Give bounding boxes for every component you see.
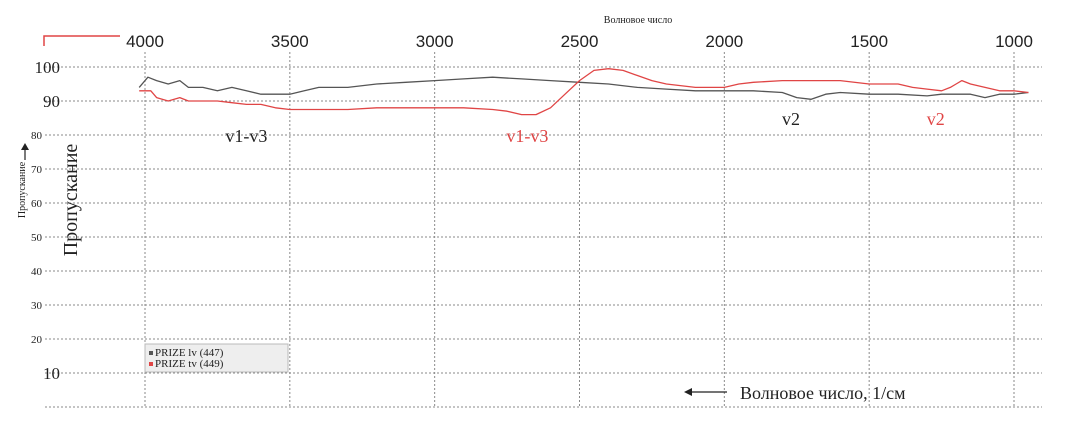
annotation-label: v1-v3 [225,126,267,146]
annotation-label: v2 [927,109,945,129]
y-tick-label: 10 [43,364,60,383]
series-line-1 [139,68,1029,116]
annotation-label: v2 [782,109,800,129]
x-axis-label: Волновое число, 1/см [740,383,906,403]
x-tick-label: 2500 [561,32,599,51]
y-tick-label: 30 [31,300,43,312]
y-tick-label: 100 [35,58,61,77]
x-tick-label: 4000 [126,32,164,51]
x-tick-label: 3500 [271,32,309,51]
legend-swatch-red [149,362,153,366]
y-tick-label: 70 [31,164,43,176]
annotation-label: v1-v3 [506,126,548,146]
legend: PRIZE lv (447) PRIZE tv (449) [144,343,289,373]
series-lines [138,68,1029,116]
y-arrow-head [21,143,29,150]
legend-box [144,343,289,373]
y-axis-label: Пропускание [60,144,82,257]
x-tick-label: 2000 [705,32,743,51]
y-axis-label-small: Пропускание [17,161,28,218]
small-caption: Волновое число [604,15,672,26]
y-tick-label: 50 [31,232,43,244]
grid [21,35,1042,408]
x-arrow-head [684,388,692,396]
y-tick-label: 20 [31,334,43,346]
series-line-0 [138,76,1029,100]
y-tick-label: 80 [31,130,43,142]
y-tick-label: 40 [31,266,43,278]
legend-entry-449: PRIZE tv (449) [155,358,224,370]
corner-bracket [43,35,120,46]
x-tick-label: 3000 [416,32,454,51]
x-tick-label: 1000 [995,32,1033,51]
x-tick-label: 1500 [850,32,888,51]
legend-entry-447: PRIZE lv (447) [155,347,224,359]
y-tick-label: 60 [31,198,43,210]
legend-swatch-black [149,351,153,355]
y-tick-label: 90 [43,92,60,111]
chart-text: Волновое число Пропускание Пропускание В… [17,15,1033,403]
